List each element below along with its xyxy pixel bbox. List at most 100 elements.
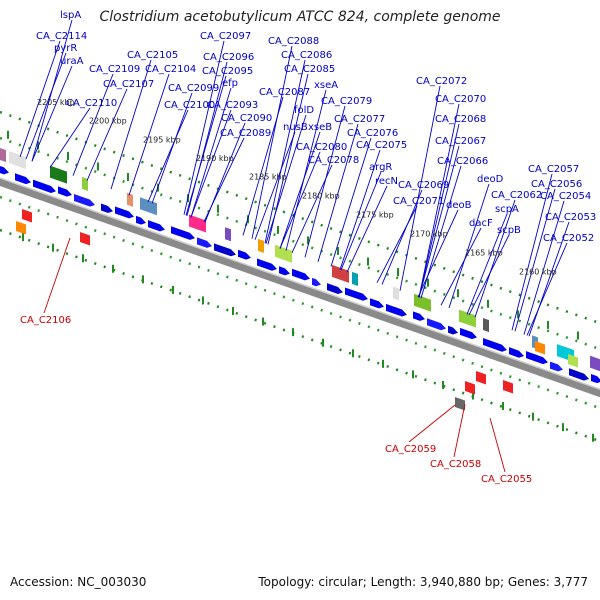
label-leader-forward [526, 242, 568, 336]
gene-label-forward: CA_C2056 [531, 179, 582, 190]
label-leader-forward [285, 89, 327, 251]
scale-label: 2180 kbp [302, 191, 340, 200]
label-leader-forward [147, 109, 189, 203]
gene-arrow-forward [569, 368, 589, 381]
genome-backbone [0, 177, 600, 398]
cog-feature-box [82, 176, 88, 191]
label-leader-forward [128, 73, 170, 196]
scale-label: 2205 kbp [37, 98, 75, 107]
gene-label-forward: CA_C2097 [200, 31, 251, 42]
gene-label-forward: CA_C2114 [36, 31, 87, 42]
cog-feature-box [275, 244, 292, 263]
label-leader-forward [251, 45, 293, 239]
label-leader-forward [49, 107, 91, 168]
gene-label-reverse: CA_C2106 [20, 315, 71, 326]
gene-arrow-reverse [455, 397, 465, 411]
label-leader-forward [242, 96, 284, 236]
gene-label-forward: CA_C2080 [296, 142, 347, 153]
gc-guide-lines [0, 110, 600, 443]
gene-label-forward: CA_C2090 [221, 113, 272, 124]
gene-label-forward: CA_C2062 [491, 190, 542, 201]
label-leader-forward [418, 103, 460, 298]
label-leader-forward [31, 65, 73, 162]
gene-label-forward: CA_C2071 [393, 196, 444, 207]
label-leader-forward [528, 221, 570, 337]
cog-feature-box [9, 151, 26, 170]
gene-arrow-forward [427, 318, 446, 331]
gene-label-reverse: CA_C2058 [430, 459, 481, 470]
gene-arrow-forward [327, 283, 343, 294]
label-leader-forward [317, 123, 359, 263]
label-leader-forward [474, 199, 516, 318]
label-leader-forward [264, 59, 306, 244]
label-leader-forward [25, 52, 67, 160]
gene-label-forward: CA_C2079 [321, 96, 372, 107]
gene-arrow-forward [257, 258, 277, 271]
guide-line [0, 228, 600, 443]
gene-label-forward: efp [222, 78, 238, 89]
cog-feature-box [414, 293, 431, 312]
gene-label-forward: CA_C2066 [437, 156, 488, 167]
gene-label-forward: CA_C2072 [416, 76, 467, 87]
map-title: Clostridium acetobutylicum ATCC 824, com… [99, 9, 501, 25]
backbone-bar [0, 178, 600, 398]
gene-arrow-reverse [16, 221, 26, 235]
gene-label-forward: CA_C2093 [207, 100, 258, 111]
cog-feature-box [352, 271, 358, 287]
gene-label-forward: CA_C2089 [220, 128, 271, 139]
label-leader-forward [340, 171, 382, 271]
gene-arrow-forward [279, 266, 290, 276]
label-leader-forward [346, 185, 388, 273]
label-leader-forward [203, 137, 245, 223]
gene-label-forward: CA_C2068 [435, 114, 486, 125]
gene-label-forward: uraA [60, 56, 84, 67]
gene-arrow-forward [33, 179, 56, 193]
gene-label-forward: CA_C2053 [545, 212, 596, 223]
label-leader-forward [514, 188, 556, 332]
gene-label-forward: CA_C2076 [347, 128, 398, 139]
gene-label-reverse: CA_C2055 [481, 474, 532, 485]
gene-label-forward: CA_C2099 [168, 83, 219, 94]
gene-label-forward: xseA [314, 80, 338, 91]
cog-feature-box [189, 214, 206, 233]
label-leader-forward [254, 131, 296, 240]
label-leader-forward [279, 151, 321, 249]
gene-arrow-forward [214, 243, 236, 257]
gene-arrow-reverse [465, 381, 475, 395]
gene-label-forward: CA_C2069 [398, 180, 449, 191]
gene-arrow-forward [15, 173, 31, 185]
gene-arrow-forward [136, 215, 146, 225]
gene-arrow-forward [115, 206, 134, 219]
label-leader-reverse [43, 237, 71, 314]
cog-feature-box [332, 264, 349, 283]
gene-label-forward: dacF [469, 218, 493, 229]
gene-label-forward: CA_C2078 [308, 155, 359, 166]
gene-arrow-reverse [535, 341, 545, 355]
gene-arrow-forward [550, 361, 563, 372]
gene-label-forward: CA_C2077 [334, 114, 385, 125]
label-leader-forward [511, 173, 553, 331]
label-leader-reverse [489, 417, 506, 473]
gene-label-forward: CA_C2100 [164, 100, 215, 111]
scale-label: 2175 kbp [356, 210, 394, 219]
cog-feature-box [483, 318, 489, 333]
gene-label-forward: recN [375, 176, 398, 187]
gene-arrow-forward [312, 277, 321, 287]
gene-label-forward: CA_C2087 [259, 87, 310, 98]
label-leader-forward [279, 131, 321, 249]
scale-label: 2200 kbp [89, 116, 127, 125]
gene-arrow-forward [345, 287, 368, 301]
label-leader-forward [190, 109, 232, 218]
gene-arrow-forward [197, 237, 212, 248]
gene-label-forward: CA_C2067 [435, 136, 486, 147]
gene-label-forward: CA_C2057 [528, 164, 579, 175]
gene-label-reverse: CA_C2059 [385, 444, 436, 455]
cog-feature-box [50, 165, 67, 184]
label-leader-forward [466, 213, 508, 315]
gene-label-forward: CA_C2070 [435, 94, 486, 105]
cog-feature-box [258, 238, 264, 253]
label-leader-forward [418, 145, 460, 298]
gene-arrow-reverse [476, 371, 486, 385]
label-leader-forward [339, 149, 381, 270]
gene-arrow-forward [171, 226, 195, 240]
